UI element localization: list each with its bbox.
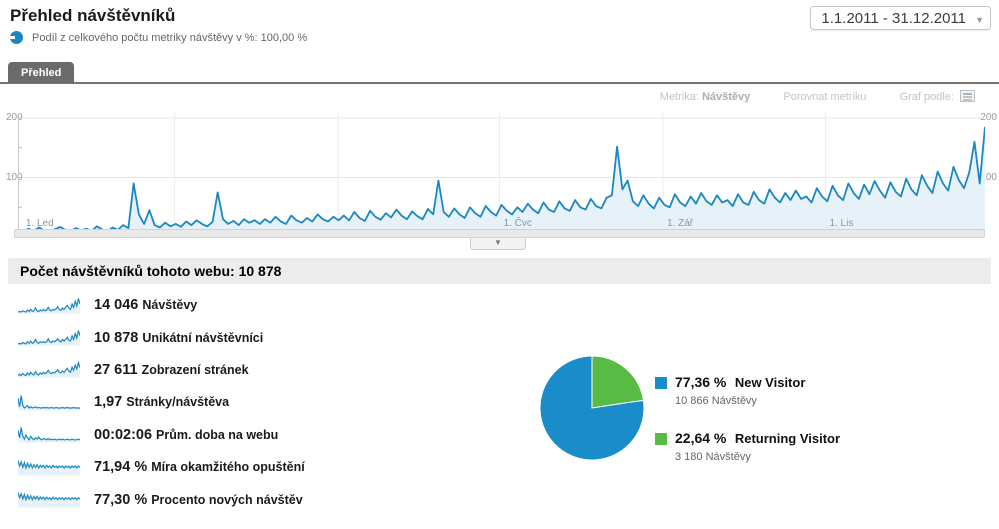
graph-by-day-icon[interactable] bbox=[960, 90, 975, 102]
metric-label: Metrika: bbox=[659, 91, 699, 103]
metric-share-legend: Podíl z celkového počtu metriky návštěvy… bbox=[10, 31, 307, 44]
metric-value: 77,30 % bbox=[94, 491, 148, 508]
metric-label: Zobrazení stránek bbox=[141, 362, 249, 377]
tab-overview[interactable]: Přehled bbox=[8, 62, 75, 83]
metric-value: 10 878 bbox=[94, 329, 139, 346]
summary-heading: Počet návštěvníků tohoto webu: 10 878 bbox=[20, 263, 282, 279]
metric-label: Unikátní návštěvníci bbox=[142, 330, 264, 345]
sparkline bbox=[18, 361, 80, 378]
x-axis-label: 1. Led bbox=[25, 218, 54, 229]
sparkline bbox=[18, 427, 80, 443]
legend-item-new-visitor: 77,36 % New Visitor 10 866 Návštěvy bbox=[655, 374, 840, 407]
graph-by-label: Graf podle: bbox=[899, 91, 954, 103]
metric-label: Stránky/návštěva bbox=[126, 395, 230, 410]
metric-row: 1,97 Stránky/návštěva bbox=[18, 386, 438, 418]
y-axis-tick-left-200: 200 bbox=[6, 112, 23, 123]
metric-row: 77,30 % Procento nových návštěv bbox=[18, 483, 438, 515]
y-axis-tick-left-100: 100 bbox=[6, 172, 23, 183]
new-visitor-pct: 77,36 % bbox=[675, 374, 727, 390]
new-visitor-label: New Visitor bbox=[734, 375, 806, 390]
metric-label: Míra okamžitého opuštění bbox=[151, 460, 305, 475]
sparkline bbox=[18, 492, 80, 508]
timeline-scrollbar[interactable] bbox=[14, 229, 985, 238]
x-axis-label: 1. Zář bbox=[666, 218, 694, 229]
pie-legend: 77,36 % New Visitor 10 866 Návštěvy 22,6… bbox=[655, 374, 840, 486]
returning-visitor-label: Returning Visitor bbox=[734, 431, 841, 446]
metric-value: 14 046 bbox=[94, 297, 139, 314]
metric-share-text: Podíl z celkového počtu metriky návštěvy… bbox=[32, 31, 308, 44]
metric-label: Procento nových návštěv bbox=[151, 492, 303, 507]
sparkline bbox=[18, 395, 80, 411]
page-title: Přehled návštěvníků bbox=[10, 6, 176, 25]
metric-label: Prům. doba na webu bbox=[156, 427, 279, 442]
x-axis-label: 1. Lis bbox=[829, 218, 854, 229]
metric-value: 00:02:06 bbox=[94, 426, 153, 443]
summary-bar: Počet návštěvníků tohoto webu: 10 878 bbox=[8, 258, 991, 284]
y-axis-tick-right-200: 200 bbox=[980, 112, 997, 123]
metric-row: 10 878 Unikátní návštěvníci bbox=[18, 321, 438, 353]
returning-visitor-pct: 22,64 % bbox=[675, 430, 727, 446]
timeline-expand-handle[interactable]: ▼ bbox=[470, 238, 526, 250]
metric-value: 71,94 % bbox=[94, 459, 148, 476]
new-visitor-swatch-icon bbox=[655, 377, 667, 389]
metric-label: Návštěvy bbox=[142, 298, 198, 313]
metric-row: 00:02:06 Prům. doba na webu bbox=[18, 419, 438, 451]
compare-metric-button[interactable]: Porovnat metriku bbox=[783, 91, 867, 103]
legend-item-returning-visitor: 22,64 % Returning Visitor 3 180 Návštěvy bbox=[655, 430, 840, 463]
sparkline bbox=[18, 330, 80, 346]
sparkline bbox=[18, 459, 80, 476]
metric-row: 27 611 Zobrazení stránek bbox=[18, 354, 438, 386]
metric-row: 71,94 % Míra okamžitého opuštění bbox=[18, 451, 438, 483]
y-axis-tick-right-100: 100 bbox=[980, 172, 997, 183]
new-visitor-visits: 10 866 Návštěvy bbox=[675, 395, 757, 407]
metric-value: 27 611 bbox=[94, 361, 138, 378]
x-axis-label: 1. Čvc bbox=[503, 218, 532, 229]
visitor-type-pie-chart[interactable] bbox=[537, 353, 647, 463]
metric-value: 1,97 bbox=[94, 394, 123, 411]
date-range-selector[interactable]: 1.1.2011 - 31.12.2011 ▼ bbox=[810, 6, 991, 30]
metric-share-icon bbox=[10, 31, 23, 44]
metric-selector[interactable]: Návštěvy bbox=[701, 91, 751, 103]
sparkline bbox=[18, 298, 80, 314]
date-range-value: 1.1.2011 - 31.12.2011 bbox=[821, 10, 966, 27]
chart-controls: Metrika: Návštěvy Porovnat metriku Graf … bbox=[660, 90, 975, 103]
tab-bar: Přehled bbox=[0, 62, 999, 84]
returning-visitor-swatch-icon bbox=[655, 433, 667, 445]
returning-visitor-visits: 3 180 Návštěvy bbox=[675, 451, 751, 463]
metric-row: 14 046 Návštěvy bbox=[18, 289, 438, 321]
visits-timeline-chart[interactable] bbox=[18, 113, 985, 237]
chevron-down-icon: ▼ bbox=[975, 15, 984, 25]
metrics-list: 14 046 Návštěvy 10 878 Unikátní návštěvníci… bbox=[18, 289, 438, 516]
x-axis-labels: 1. Led 1. Čvc 1. Zář 1. Lis bbox=[18, 218, 985, 232]
